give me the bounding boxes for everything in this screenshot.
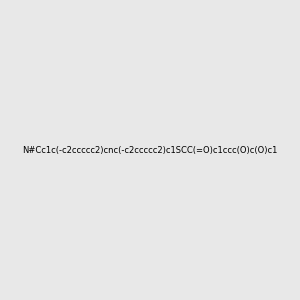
Text: N#Cc1c(-c2ccccc2)cnc(-c2ccccc2)c1SCC(=O)c1ccc(O)c(O)c1: N#Cc1c(-c2ccccc2)cnc(-c2ccccc2)c1SCC(=O)… — [22, 146, 278, 154]
